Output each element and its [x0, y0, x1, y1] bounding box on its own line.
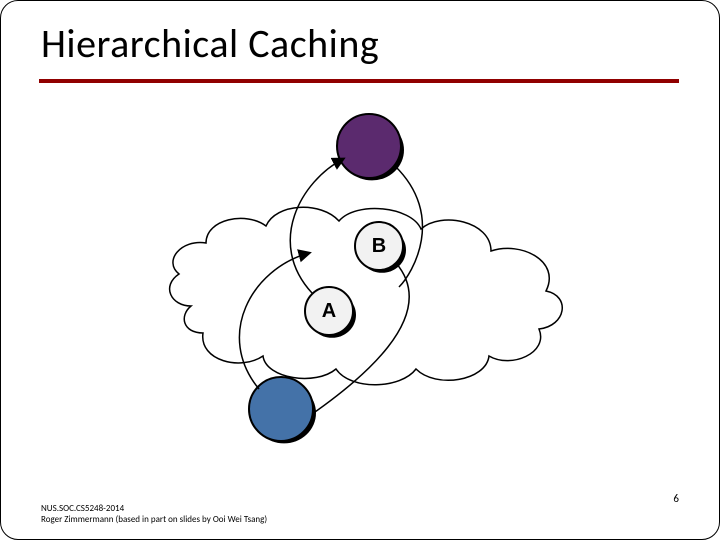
title-underline: [39, 79, 679, 83]
page-title: Hierarchical Caching: [41, 19, 379, 68]
footer-line-1: NUS.SOC.CS5248-2014: [41, 503, 267, 514]
page-number: 6: [673, 492, 679, 505]
node-bottom: [249, 377, 313, 441]
footer-line-2: Roger Zimmermann (based in part on slide…: [41, 514, 267, 525]
node-label-A: A: [322, 300, 336, 322]
node-top: [337, 114, 401, 178]
node-label-B: B: [372, 235, 386, 257]
slide-footer: NUS.SOC.CS5248-2014 Roger Zimmermann (ba…: [41, 503, 267, 526]
hierarchical-caching-diagram: BA: [151, 111, 601, 451]
slide-frame: Hierarchical Caching BA 6 NUS.SOC.CS5248…: [0, 0, 720, 540]
